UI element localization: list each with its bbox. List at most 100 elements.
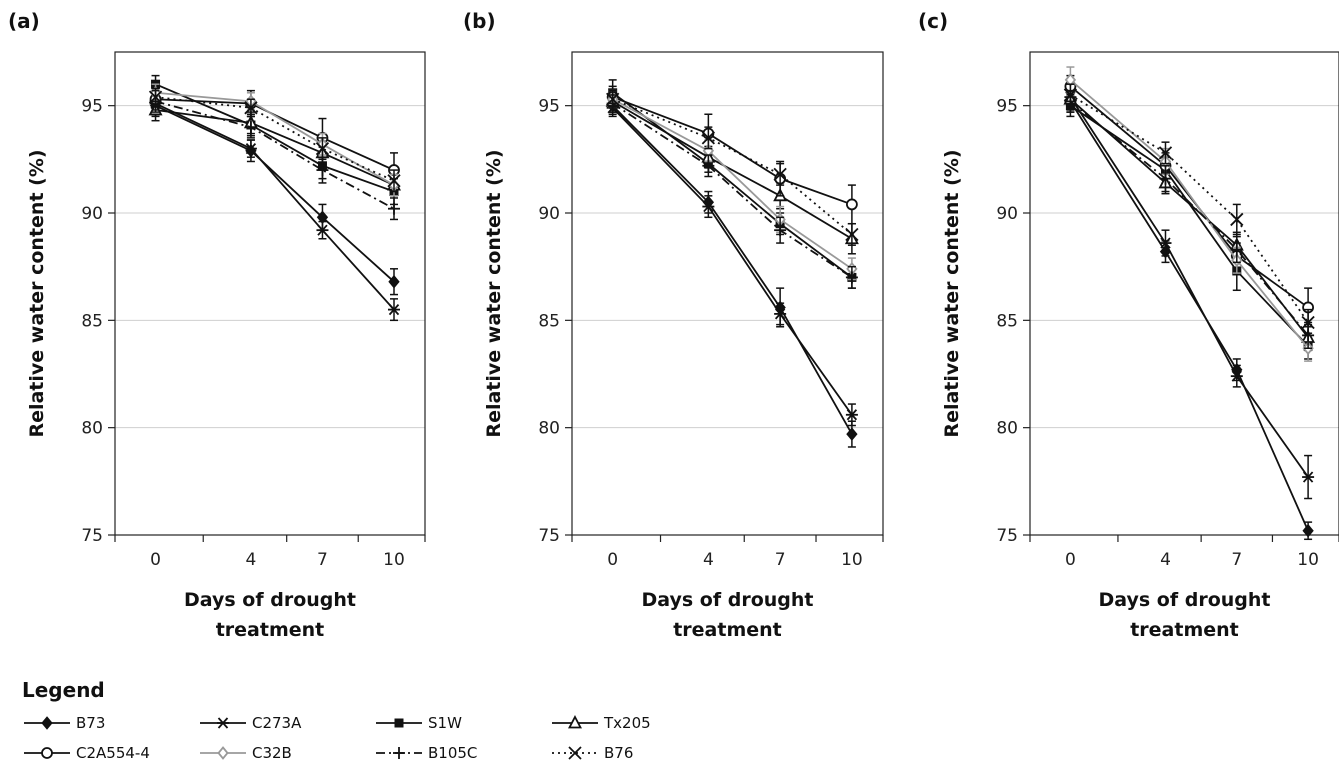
x-axis-title: Days of drought treatment: [641, 589, 813, 641]
series-C273A: [149, 92, 400, 322]
data-point: [1230, 243, 1243, 256]
y-axis-title: Relative water content (%): [483, 149, 505, 437]
legend-swatch: [24, 747, 70, 759]
data-point: [315, 141, 330, 156]
y-tick-label: 85: [538, 311, 560, 331]
y-tick-label: 90: [81, 204, 103, 224]
legend-swatch: [552, 746, 598, 760]
data-point: [702, 200, 715, 213]
x-tick-label: 10: [383, 550, 405, 570]
series-line: [155, 83, 395, 193]
series-S1W: [608, 79, 857, 289]
y-tick-label: 75: [996, 526, 1018, 546]
legend-marker: [394, 718, 404, 728]
y-tick-label: 80: [538, 419, 560, 439]
series-line: [612, 92, 853, 279]
plot-frame: [571, 51, 884, 536]
data-point: [1159, 172, 1172, 185]
series-Tx205: [148, 98, 401, 197]
data-point: [244, 121, 257, 134]
plot-frame: [114, 51, 426, 536]
series-C2A554-4: [606, 85, 858, 225]
data-point: [1301, 315, 1315, 330]
x-tick-label: 4: [703, 550, 714, 570]
legend-item: S1W: [374, 712, 544, 734]
legend-item: B73: [22, 712, 192, 734]
series-line: [612, 102, 853, 279]
series-B76: [606, 89, 859, 246]
data-point: [701, 131, 715, 145]
x-tick-label: 4: [246, 550, 257, 570]
y-tick-label: 90: [996, 204, 1018, 224]
panel-label: (b): [463, 9, 496, 33]
series-line: [1069, 85, 1309, 309]
y-tick-label: 80: [996, 419, 1018, 439]
legend-item: B76: [550, 742, 720, 764]
x-axis-title: Days of drought treatment: [184, 589, 356, 641]
data-point: [774, 308, 787, 320]
legend: Legend B73 C273A S1W Tx205 C2A554-4 C32B B105C…: [22, 678, 922, 764]
data-point: [846, 198, 858, 211]
chart-area: (a) 75 80 85 90 95 0 4 7 10 Relative water content…: [8, 9, 1339, 641]
data-point: [1302, 523, 1314, 538]
legend-label: B76: [604, 744, 634, 762]
data-point: [1158, 146, 1173, 160]
x-tick-label: 0: [607, 550, 618, 570]
data-point: [388, 202, 400, 215]
data-point: [845, 271, 858, 284]
legend-marker: [568, 746, 582, 760]
legend-swatch: [376, 718, 422, 728]
series-B76: [1063, 83, 1315, 337]
legend-marker: [217, 746, 229, 760]
legend-item: B105C: [374, 742, 544, 764]
series-C273A: [606, 98, 858, 427]
legend-label: S1W: [428, 714, 462, 732]
data-point: [702, 159, 715, 172]
y-tick-label: 75: [538, 526, 560, 546]
legend-swatch: [200, 717, 246, 729]
x-tick-label: 7: [775, 550, 786, 570]
legend-label: B105C: [428, 744, 478, 762]
panel-label: (c): [918, 9, 948, 33]
series-line: [1069, 98, 1309, 339]
data-point: [244, 142, 257, 155]
legend-swatch: [24, 716, 70, 730]
series-line: [155, 100, 395, 210]
series-line: [612, 100, 853, 240]
series-B76: [148, 87, 401, 193]
data-point: [388, 303, 400, 316]
legend-item: C273A: [198, 712, 368, 734]
series-C273A: [1064, 85, 1315, 500]
legend-item: C32B: [198, 742, 368, 764]
legend-swatch: [376, 747, 422, 759]
x-tick-label: 0: [1065, 550, 1076, 570]
data-point: [845, 409, 858, 421]
legend-marker: [41, 747, 53, 759]
data-point: [1159, 237, 1172, 249]
series-C32B: [607, 89, 858, 281]
x-tick-label: 10: [1297, 550, 1319, 570]
legend-marker: [393, 747, 405, 759]
series-C32B: [1064, 66, 1314, 362]
legend-label: C273A: [252, 714, 302, 732]
panel-1: (b) 75 80 85 90 95 0 4 7 10 Relative water content…: [463, 9, 884, 641]
series-line: [155, 98, 395, 171]
y-tick-label: 85: [81, 311, 103, 331]
series-Tx205: [605, 89, 859, 255]
data-point: [606, 92, 620, 106]
legend-item: C2A554-4: [22, 742, 192, 764]
series-line: [155, 109, 395, 186]
data-point: [1302, 471, 1315, 483]
y-tick-label: 95: [996, 97, 1018, 117]
series-line: [1069, 94, 1309, 323]
panel-label: (a): [8, 9, 40, 33]
x-tick-label: 7: [1231, 550, 1242, 570]
data-point: [316, 164, 329, 177]
series-S1W: [1065, 94, 1313, 360]
legend-marker: [217, 717, 229, 729]
data-point: [774, 224, 787, 237]
y-tick-label: 95: [538, 97, 560, 117]
data-point: [1230, 212, 1244, 227]
series-B73: [1064, 89, 1314, 541]
series-line: [155, 96, 395, 182]
